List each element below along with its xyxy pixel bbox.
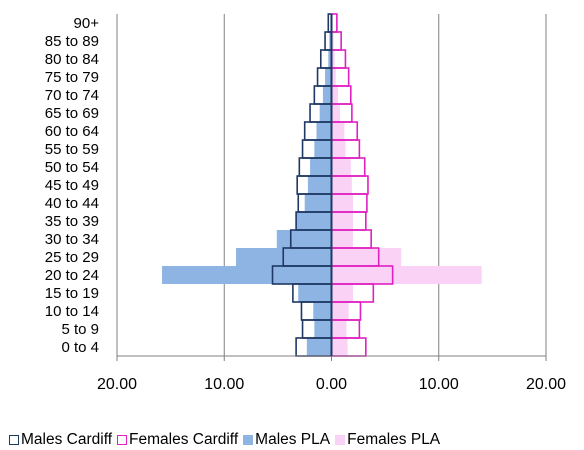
legend-label-males-cardiff: Males Cardiff: [21, 431, 113, 448]
bar-females-pla: [331, 230, 353, 248]
legend-swatch-females-cardiff: [117, 435, 128, 445]
bar-males-pla: [322, 86, 332, 104]
y-tick-label: 80 to 84: [45, 51, 99, 68]
y-tick-label: 60 to 64: [45, 123, 99, 140]
bar-males-pla: [306, 338, 332, 356]
bar-males-pla: [304, 194, 332, 212]
y-tick-label: 40 to 44: [45, 195, 99, 212]
bar-females-pla: [331, 248, 402, 266]
bar-females-pla: [331, 302, 349, 320]
y-tick-label: 75 to 79: [45, 69, 99, 86]
x-tick-label: 10.00: [204, 376, 244, 393]
bar-females-pla: [331, 284, 353, 302]
bar-females-pla: [331, 122, 345, 140]
bar-males-pla: [310, 158, 332, 176]
bar-males-pla: [307, 176, 332, 194]
bar-males-pla: [328, 50, 332, 68]
legend-label-females-pla: Females PLA: [347, 431, 441, 448]
bar-females-pla: [331, 320, 347, 338]
bar-females-pla: [331, 266, 482, 284]
legend-label-females-cardiff: Females Cardiff: [129, 431, 239, 448]
bar-females-pla: [331, 158, 351, 176]
legend-swatch-males-pla: [243, 435, 254, 445]
y-tick-label: 35 to 39: [45, 213, 99, 230]
bar-females-pla: [331, 338, 348, 356]
legend-item-females-cardiff: Females Cardiff: [117, 431, 238, 449]
legend-item-females-pla: Females PLA: [335, 431, 440, 449]
y-tick-label: 45 to 49: [45, 177, 99, 194]
bar-males-pla: [298, 284, 332, 302]
y-tick-label: 25 to 29: [45, 249, 99, 266]
legend-item-males-pla: Males PLA: [243, 431, 330, 449]
bar-males-pla: [314, 320, 332, 338]
legend-label-males-pla: Males PLA: [255, 431, 331, 448]
bar-males-pla: [276, 230, 332, 248]
x-tick-label: 0.00: [316, 376, 347, 393]
y-tick-label: 70 to 74: [45, 87, 99, 104]
x-tick-label: 20.00: [97, 376, 137, 393]
bar-females-pla: [331, 212, 353, 230]
y-tick-label: 50 to 54: [45, 159, 99, 176]
y-tick-label: 65 to 69: [45, 105, 99, 122]
bar-males-pla: [162, 266, 332, 284]
y-tick-label: 90+: [74, 15, 100, 32]
bar-males-pla: [329, 32, 332, 50]
pla-bars: [162, 14, 482, 356]
bar-males-pla: [296, 212, 332, 230]
bar-females-pla: [331, 50, 335, 68]
bar-females-pla: [331, 140, 346, 158]
bar-females-pla: [331, 176, 352, 194]
bar-males-pla: [314, 140, 332, 158]
y-tick-label: 55 to 59: [45, 141, 99, 158]
y-tick-label: 30 to 34: [45, 231, 99, 248]
y-tick-label: 10 to 14: [45, 303, 99, 320]
legend-swatch-females-pla: [335, 435, 346, 445]
y-tick-label: 15 to 19: [45, 285, 99, 302]
bar-females-pla: [331, 32, 334, 50]
x-tick-label: 20.00: [526, 376, 566, 393]
legend-swatch-males-cardiff: [9, 435, 19, 445]
y-tick-label: 5 to 9: [61, 321, 99, 338]
legend: Males Cardiff Females Cardiff Males PLA …: [9, 431, 445, 449]
bar-females-pla: [331, 86, 338, 104]
bar-males-pla: [325, 68, 332, 86]
axes: [116, 14, 547, 361]
bar-females-pla: [331, 104, 341, 122]
gridlines: [116, 14, 547, 356]
y-tick-label: 0 to 4: [61, 339, 99, 356]
y-tick-label: 20 to 24: [45, 267, 99, 284]
y-tick-label: 85 to 89: [45, 33, 99, 50]
bar-females-pla: [331, 68, 336, 86]
bar-females-pla: [331, 194, 353, 212]
bar-males-pla: [316, 122, 332, 140]
bar-males-pla: [319, 104, 332, 122]
x-tick-label: 10.00: [419, 376, 459, 393]
x-axis-labels: 20.00 10.00 0.00 10.00 20.00: [97, 376, 566, 393]
bar-males-pla: [313, 302, 332, 320]
legend-item-males-cardiff: Males Cardiff: [9, 431, 112, 449]
